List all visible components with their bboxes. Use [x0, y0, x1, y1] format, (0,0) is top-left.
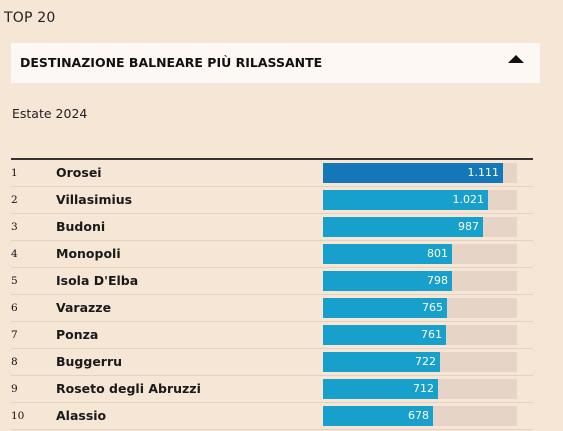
top-label: TOP 20: [4, 10, 56, 26]
bar: 1.021: [323, 190, 488, 210]
bar: 987: [323, 217, 483, 237]
bar: 761: [323, 325, 446, 345]
bar-track: 722: [323, 352, 517, 372]
bar: 798: [323, 271, 452, 291]
table-row: 5 Isola D'Elba 798: [11, 268, 533, 295]
bar-track: 987: [323, 217, 517, 237]
table-row: 3 Budoni 987: [11, 214, 533, 241]
bar-value-label: 987: [458, 220, 479, 233]
bar-value-label: 712: [413, 382, 434, 395]
rank-number: 8: [11, 356, 18, 368]
bar-value-label: 722: [415, 355, 436, 368]
category-dropdown[interactable]: DESTINAZIONE BALNEARE PIÙ RILASSANTE: [11, 43, 540, 83]
ranking-chart: 1 Orosei 1.111 2 Villasimius 1.021 3 Budoni 987 4…: [11, 160, 533, 430]
destination-name: Roseto degli Abruzzi: [56, 381, 201, 396]
bar-track: 1.021: [323, 190, 517, 210]
destination-name: Varazze: [56, 300, 112, 315]
table-row: 1 Orosei 1.111: [11, 160, 533, 187]
bar-value-label: 801: [427, 247, 448, 260]
destination-name: Monopoli: [56, 246, 121, 261]
bar-value-label: 765: [422, 301, 443, 314]
bar: 722: [323, 352, 440, 372]
destination-name: Budoni: [56, 219, 106, 234]
bar-value-label: 678: [408, 409, 429, 422]
bar: 678: [323, 406, 433, 426]
rank-number: 9: [11, 383, 18, 395]
bar-value-label: 761: [421, 328, 442, 341]
destination-name: Ponza: [56, 327, 99, 342]
rank-number: 6: [11, 302, 18, 314]
table-row: 8 Buggerru 722: [11, 349, 533, 376]
destination-name: Orosei: [56, 165, 102, 180]
table-row: 9 Roseto degli Abruzzi 712: [11, 376, 533, 403]
destination-name: Villasimius: [56, 192, 133, 207]
bar: 801: [323, 244, 452, 264]
destination-name: Alassio: [56, 408, 107, 423]
bar-track: 1.111: [323, 163, 517, 183]
bar-track: 765: [323, 298, 517, 318]
bar-track: 801: [323, 244, 517, 264]
destination-name: Isola D'Elba: [56, 273, 139, 288]
caret-up-icon[interactable]: [508, 55, 524, 63]
table-row: 10 Alassio 678: [11, 403, 533, 430]
bar-track: 678: [323, 406, 517, 426]
table-row: 4 Monopoli 801: [11, 241, 533, 268]
dropdown-label: DESTINAZIONE BALNEARE PIÙ RILASSANTE: [20, 55, 323, 70]
bar: 765: [323, 298, 447, 318]
table-row: 7 Ponza 761: [11, 322, 533, 349]
season-label: Estate 2024: [12, 106, 88, 121]
rank-number: 1: [11, 167, 18, 179]
rank-number: 10: [11, 410, 25, 422]
bar: 1.111: [323, 163, 503, 183]
bar-value-label: 1.111: [467, 166, 500, 179]
bar: 712: [323, 379, 438, 399]
bar-value-label: 1.021: [452, 193, 485, 206]
bar-track: 712: [323, 379, 517, 399]
rank-number: 7: [11, 329, 18, 341]
rank-number: 4: [11, 248, 18, 260]
destination-name: Buggerru: [56, 354, 123, 369]
bar-value-label: 798: [427, 274, 448, 287]
rank-number: 2: [11, 194, 18, 206]
rank-number: 3: [11, 221, 18, 233]
table-row: 6 Varazze 765: [11, 295, 533, 322]
rank-number: 5: [11, 275, 18, 287]
bar-track: 798: [323, 271, 517, 291]
header-rule: [11, 158, 533, 160]
table-row: 2 Villasimius 1.021: [11, 187, 533, 214]
bar-track: 761: [323, 325, 517, 345]
